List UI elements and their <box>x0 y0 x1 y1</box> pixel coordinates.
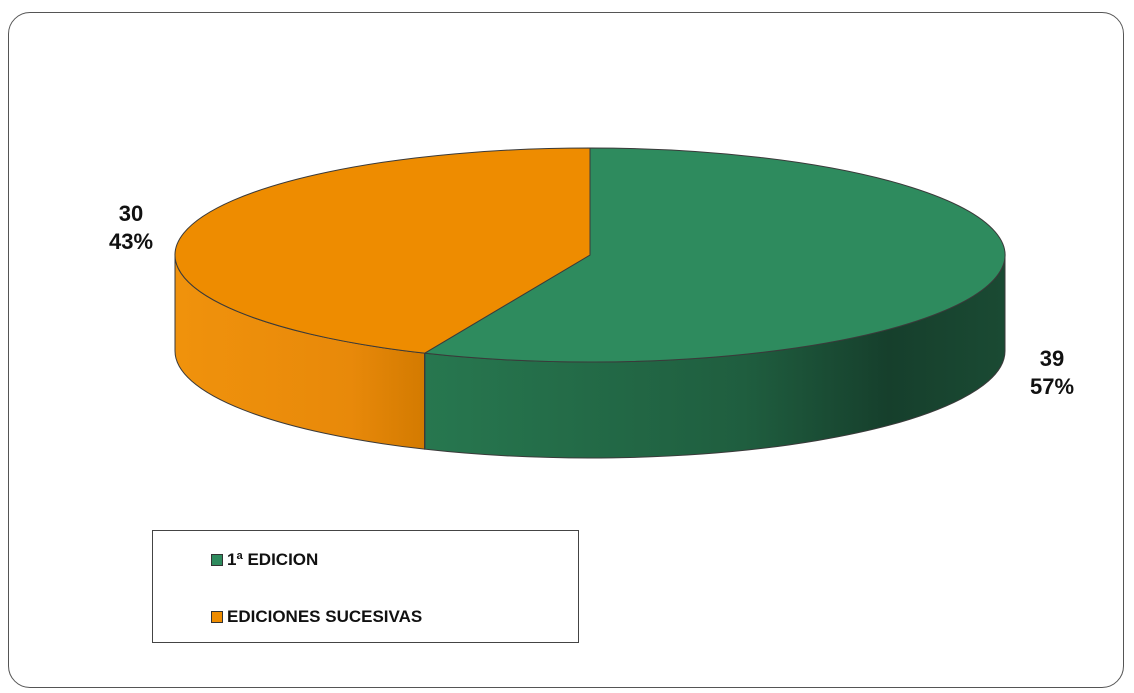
data-label-value: 30 <box>118 201 144 226</box>
legend-swatch-orange <box>211 611 223 623</box>
data-label-1a-edicion: 39 57% <box>1012 345 1092 401</box>
legend-swatch-green <box>211 554 223 566</box>
data-label-value: 39 <box>1039 346 1065 371</box>
data-label-percent: 57% <box>1029 374 1075 399</box>
legend-item-1a-edicion: 1ª EDICION <box>211 550 318 570</box>
data-label-ediciones-sucesivas: 30 43% <box>96 200 166 256</box>
data-label-percent: 43% <box>108 229 154 254</box>
legend-label: EDICIONES SUCESIVAS <box>227 607 423 626</box>
pie-slice-1a-edicion-top <box>423 147 1006 363</box>
legend-label: 1ª EDICION <box>227 550 319 569</box>
chart-legend: 1ª EDICION EDICIONES SUCESIVAS <box>152 530 579 643</box>
legend-item-ediciones-sucesivas: EDICIONES SUCESIVAS <box>211 607 422 627</box>
pie-slice-ediciones-sucesivas-top <box>174 147 591 354</box>
